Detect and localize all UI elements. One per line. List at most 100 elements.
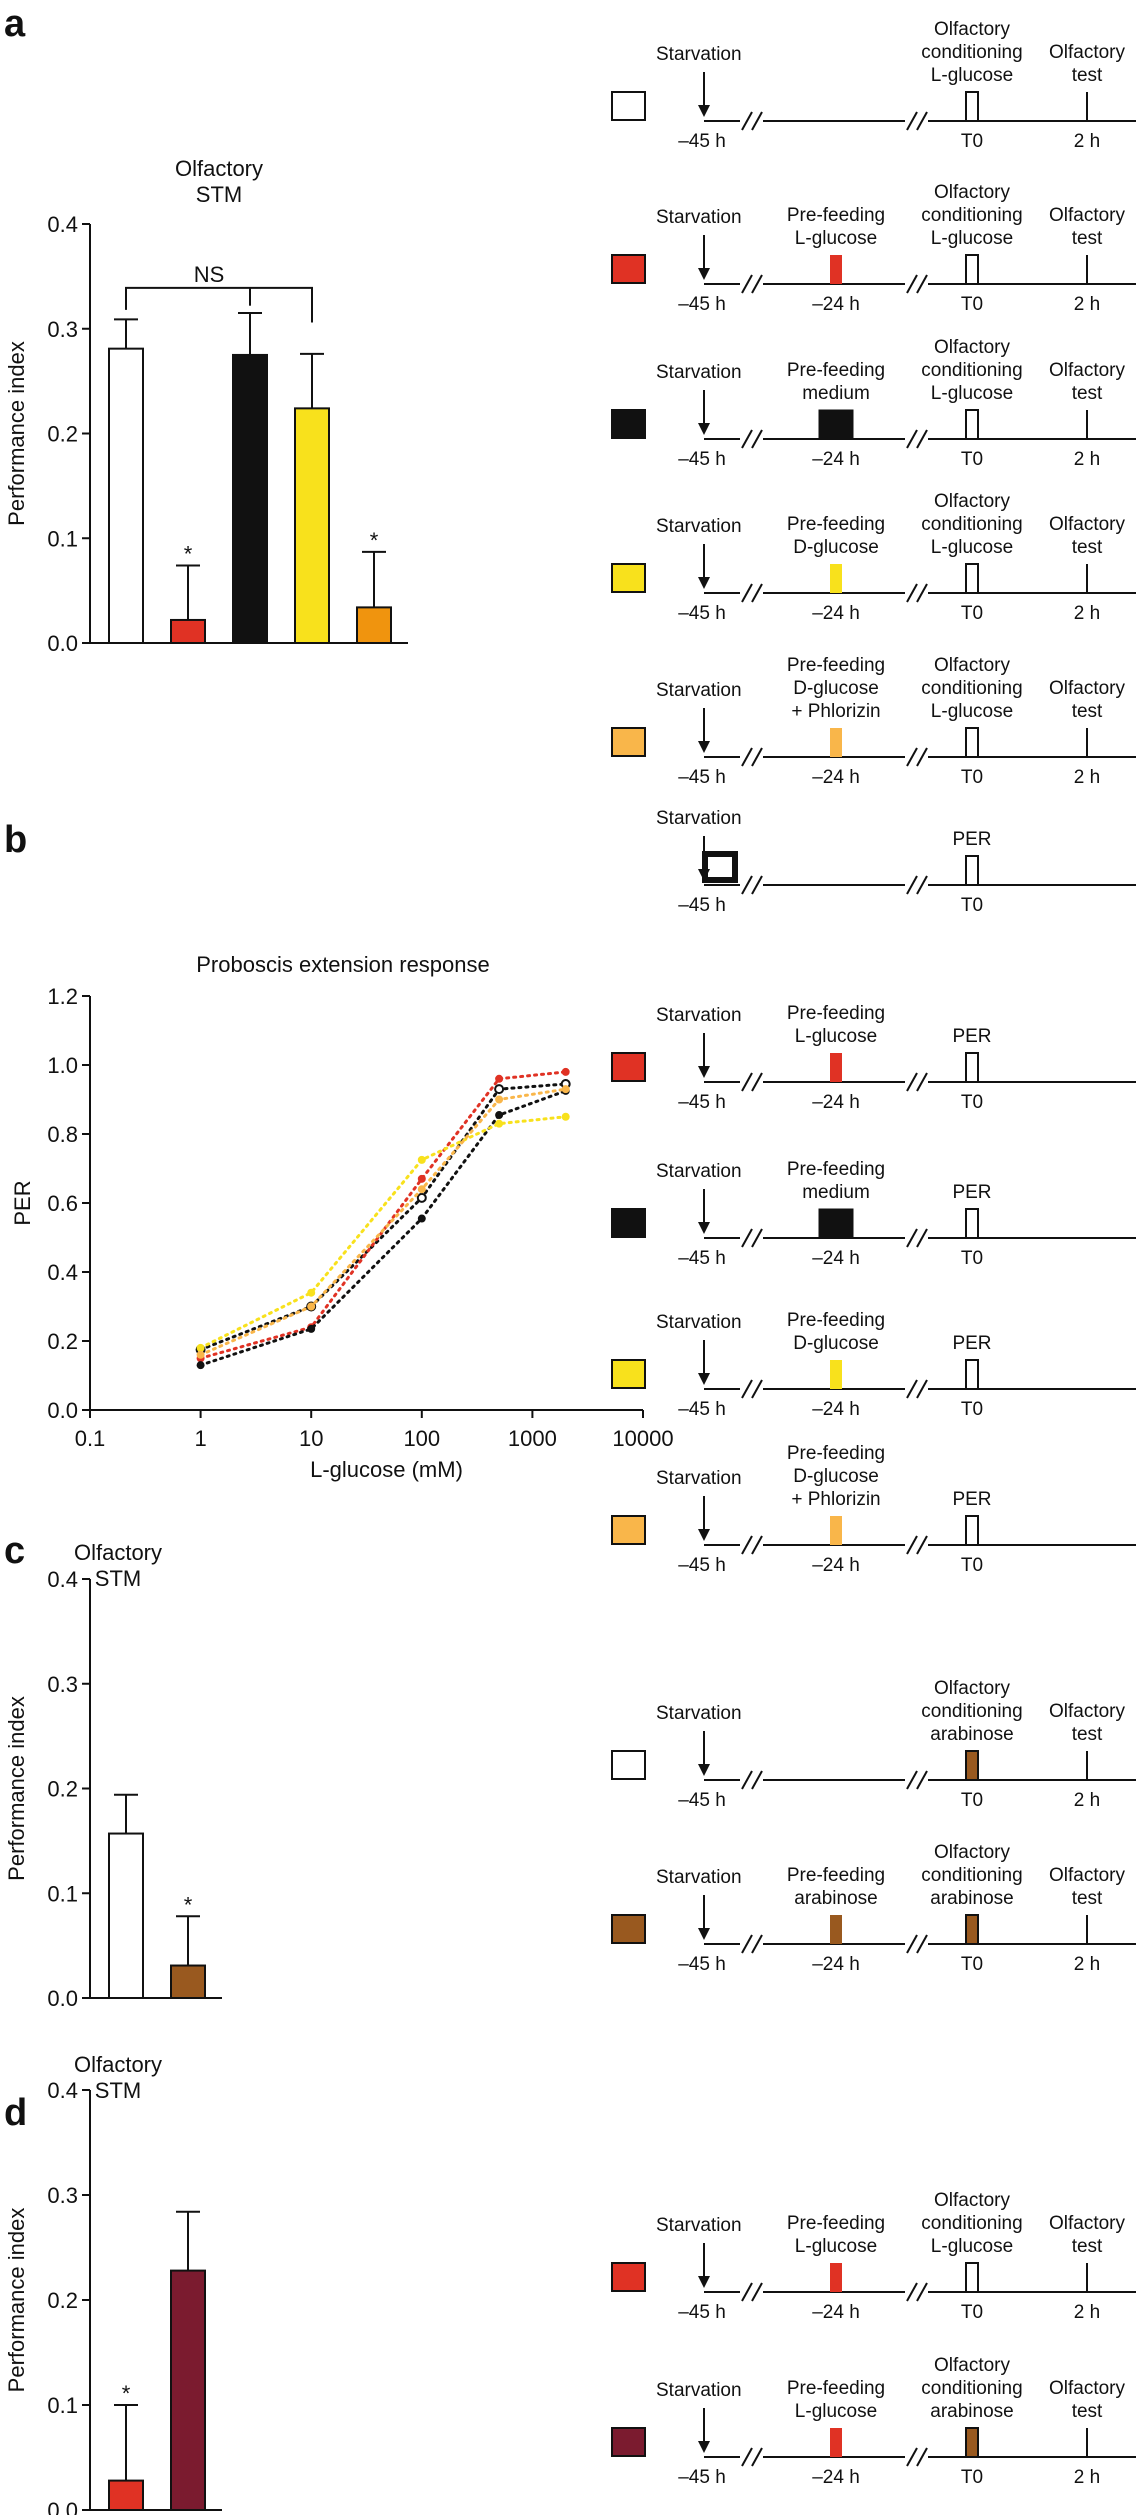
conditioning-block	[965, 409, 979, 440]
timeline-break	[741, 429, 753, 449]
timeline-break	[906, 1770, 918, 1790]
data-point	[196, 1343, 205, 1352]
timeline-break	[741, 747, 753, 767]
pre-feeding-block	[830, 564, 842, 593]
legend-swatch	[702, 851, 738, 883]
series-line-4	[199, 1087, 568, 1357]
pre-feeding-time: –24 h	[812, 1248, 860, 1269]
conditioning-label: Olfactory	[934, 1678, 1011, 1699]
legend-swatch	[611, 2427, 646, 2457]
start-time: –45 h	[678, 767, 726, 788]
test-time: 2 h	[1074, 2467, 1100, 2488]
chart-title-c: STM	[95, 1566, 141, 1591]
timeline-break	[741, 1770, 753, 1790]
start-time: –45 h	[678, 294, 726, 315]
timeline-break	[751, 2282, 763, 2302]
pre-feeding-label: + Phlorizin	[791, 1489, 880, 1510]
conditioning-block	[965, 1359, 979, 1390]
test-label: test	[1072, 383, 1103, 404]
conditioning-label: conditioning	[921, 42, 1022, 63]
legend-swatch	[611, 727, 646, 757]
timeline-break	[916, 1072, 928, 1092]
arrow-head	[698, 1529, 710, 1541]
pre-feeding-label: D-glucose	[793, 537, 879, 558]
start-time: –45 h	[678, 1248, 726, 1269]
pre-feeding-label: Pre-feeding	[787, 205, 885, 226]
y-tick-label-b: 0.4	[47, 1260, 78, 1285]
conditioning-block	[965, 563, 979, 594]
test-time: 2 h	[1074, 1954, 1100, 1975]
t0-label: T0	[961, 2467, 983, 2488]
start-time: –45 h	[678, 1954, 726, 1975]
bar	[170, 2269, 206, 2512]
conditioning-label: Olfactory	[934, 19, 1011, 40]
significance-star: *	[370, 528, 379, 553]
conditioning-block	[965, 91, 979, 122]
timeline-break	[906, 274, 918, 294]
timeline-break	[751, 875, 763, 895]
conditioning-label: conditioning	[921, 678, 1022, 699]
conditioning-label: conditioning	[921, 1865, 1022, 1886]
arrow-head	[698, 741, 710, 753]
conditioning-label: conditioning	[921, 360, 1022, 381]
y-tick-label-b: 0.8	[47, 1122, 78, 1147]
pre-feeding-label: Pre-feeding	[787, 1865, 885, 1886]
y-tick-label-b: 0.6	[47, 1191, 78, 1216]
conditioning-label: L-glucose	[931, 537, 1013, 558]
start-time: –45 h	[678, 2467, 726, 2488]
pre-feeding-label: L-glucose	[795, 2236, 877, 2257]
chart-title-a: STM	[196, 182, 242, 207]
test-label: test	[1072, 2236, 1103, 2257]
conditioning-block	[965, 1750, 979, 1781]
test-time: 2 h	[1074, 131, 1100, 152]
test-label: Olfactory	[1049, 360, 1126, 381]
pre-feeding-block	[830, 1516, 842, 1545]
pre-feeding-time: –24 h	[812, 603, 860, 624]
timeline-break	[751, 1770, 763, 1790]
y-tick-label-d: 0.4	[47, 2078, 78, 2103]
t0-label: T0	[961, 1399, 983, 1420]
pre-feeding-label: medium	[802, 1182, 870, 1203]
conditioning-block	[965, 727, 979, 758]
start-time: –45 h	[678, 895, 726, 916]
y-tick-label-d: 0.3	[47, 2183, 78, 2208]
t0-label: T0	[961, 1092, 983, 1113]
conditioning-label: PER	[952, 1182, 991, 1203]
conditioning-label: arabinose	[930, 1724, 1013, 1745]
timeline-break	[751, 747, 763, 767]
arrow-head	[698, 2276, 710, 2288]
starvation-label: Starvation	[656, 808, 742, 829]
chart-title-c: Olfactory	[74, 1540, 162, 1565]
t0-label: T0	[961, 1954, 983, 1975]
ns-label: NS	[194, 262, 225, 287]
conditioning-label: L-glucose	[931, 2236, 1013, 2257]
timeline-break	[741, 875, 753, 895]
significance-star: *	[184, 1892, 193, 1917]
legend-swatch	[611, 1359, 646, 1389]
test-label: Olfactory	[1049, 1865, 1126, 1886]
y-tick-label-b: 1.2	[47, 984, 78, 1009]
conditioning-block	[965, 2262, 979, 2293]
timeline-break	[906, 1228, 918, 1248]
significance-star: *	[122, 2381, 131, 2406]
data-point	[307, 1302, 316, 1311]
series-line-2	[199, 1089, 568, 1367]
test-label: Olfactory	[1049, 1701, 1126, 1722]
data-point	[196, 1350, 205, 1359]
pre-feeding-block	[830, 1360, 842, 1389]
data-point	[561, 1085, 570, 1094]
bar	[170, 1964, 206, 1999]
starvation-label: Starvation	[656, 1005, 742, 1026]
pre-feeding-label: Pre-feeding	[787, 1003, 885, 1024]
timeline-break	[751, 583, 763, 603]
pre-feeding-block	[830, 728, 842, 757]
pre-feeding-label: D-glucose	[793, 678, 879, 699]
y-tick-label-d: 0.0	[47, 2498, 78, 2515]
x-tick-label-b: 100	[403, 1426, 440, 1451]
t0-label: T0	[961, 294, 983, 315]
pre-feeding-label: arabinose	[794, 1888, 877, 1909]
t0-label: T0	[961, 449, 983, 470]
conditioning-block	[965, 1914, 979, 1945]
pre-feeding-time: –24 h	[812, 1092, 860, 1113]
conditioning-block	[965, 1515, 979, 1546]
